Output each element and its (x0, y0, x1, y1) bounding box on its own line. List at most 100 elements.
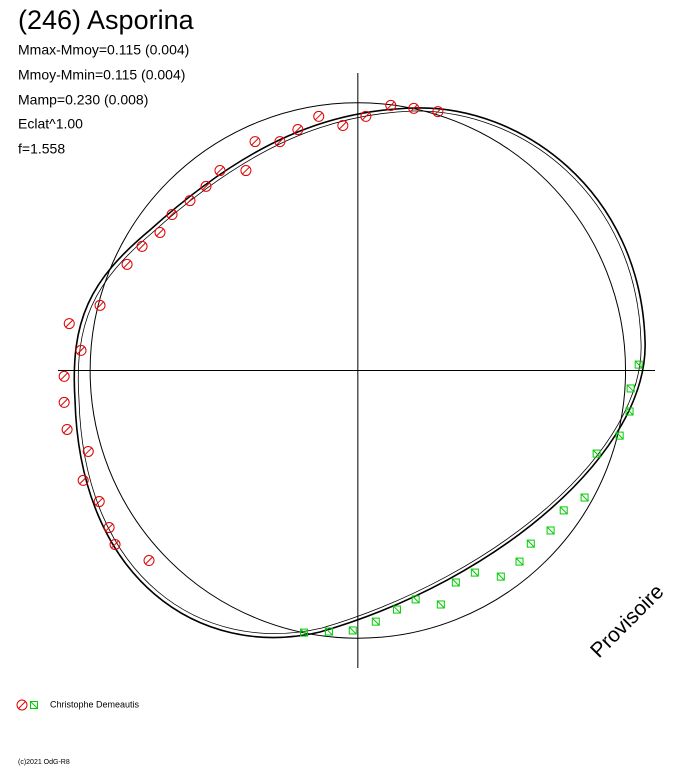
marker-slash (96, 301, 104, 310)
stat-line: Mamp=0.230 (0.008) (18, 92, 148, 108)
marker-shape (451, 578, 460, 587)
marker-slash (216, 166, 224, 175)
marker-slash (65, 319, 74, 328)
marker-shape (432, 106, 444, 118)
marker-slash (77, 346, 85, 355)
marker-slash (300, 628, 308, 637)
marker-shape (360, 110, 372, 122)
marker-shape (61, 423, 73, 435)
legend-label: Christophe Demeautis (50, 699, 140, 709)
marker-slash (202, 182, 210, 191)
marker-shape (240, 165, 252, 177)
circle-point (61, 423, 73, 435)
marker-slash (60, 372, 69, 381)
circle-point (184, 195, 196, 207)
marker-slash (580, 493, 589, 502)
marker-shape (634, 360, 643, 369)
stat-line: f=1.558 (18, 141, 65, 157)
square-point (300, 628, 309, 637)
marker-slash (111, 540, 119, 549)
marker-shape (392, 605, 401, 614)
marker-slash (526, 539, 535, 548)
marker-shape (63, 318, 75, 330)
marker-shape (348, 626, 357, 635)
marker-shape (300, 628, 309, 637)
marker-slash (123, 260, 131, 269)
marker-slash (436, 600, 445, 609)
circle-point (109, 538, 121, 550)
marker-shape (615, 431, 624, 440)
marker-slash (18, 701, 26, 709)
marker-shape (109, 538, 121, 550)
square-point (470, 568, 479, 577)
marker-shape (166, 209, 178, 221)
stat-line: Mmoy-Mmin=0.115 (0.004) (18, 67, 185, 83)
marker-slash (625, 407, 634, 416)
circle-point (75, 344, 87, 356)
square-point (515, 557, 524, 566)
marker-slash (626, 384, 635, 393)
marker-shape (121, 258, 133, 270)
marker-shape (592, 449, 601, 458)
marker-slash (276, 137, 284, 146)
circle-point (214, 165, 226, 177)
marker-shape (94, 299, 106, 311)
marker-shape (526, 539, 535, 548)
marker-shape (75, 344, 87, 356)
square-point (592, 449, 601, 458)
square-point (626, 384, 635, 393)
marker-slash (60, 398, 69, 407)
marker-shape (136, 240, 148, 252)
circle-point (143, 555, 155, 567)
marker-shape (30, 701, 38, 709)
marker-shape (324, 627, 333, 636)
square-point (436, 600, 445, 609)
marker-shape (58, 370, 70, 382)
footer: (c)2021 OdG-R8 (18, 759, 70, 766)
chart-title: (246) Asporina (18, 5, 195, 35)
circle-point (432, 106, 444, 118)
square-point (546, 526, 555, 535)
marker-slash (105, 523, 113, 532)
marker-slash (515, 557, 524, 566)
reference-circle (89, 102, 627, 639)
marker-slash (434, 107, 442, 116)
stat-line: Eclat^1.00 (18, 116, 83, 132)
marker-shape (411, 595, 420, 604)
circle-point (408, 102, 420, 114)
marker-shape (408, 102, 420, 114)
circle-point (58, 370, 70, 382)
marker-slash (615, 431, 624, 440)
square-point (324, 627, 333, 636)
marker-slash (63, 425, 71, 434)
stat-line: Mmax-Mmoy=0.115 (0.004) (18, 42, 189, 58)
circle-point (249, 136, 261, 148)
marker-shape (292, 124, 304, 136)
marker-slash (168, 210, 176, 219)
circle-point (58, 396, 70, 408)
square-point (392, 605, 401, 614)
circle-point (136, 240, 148, 252)
marker-shape (249, 136, 261, 148)
marker-slash (186, 196, 194, 205)
marker-slash (393, 605, 401, 614)
marker-shape (436, 600, 445, 609)
model-curve (73, 107, 646, 639)
circle-point (337, 120, 349, 132)
marker-slash (451, 578, 460, 587)
marker-shape (103, 522, 115, 534)
circle-point (63, 318, 75, 330)
marker-slash (95, 497, 104, 506)
marker-slash (84, 447, 93, 456)
marker-slash (371, 617, 380, 626)
circle-point (313, 110, 325, 122)
marker-slash (79, 476, 88, 485)
marker-slash (348, 626, 357, 635)
marker-slash (409, 104, 418, 113)
square-point (348, 626, 357, 635)
marker-slash (325, 627, 333, 636)
marker-shape (82, 445, 94, 457)
marker-shape (626, 384, 635, 393)
